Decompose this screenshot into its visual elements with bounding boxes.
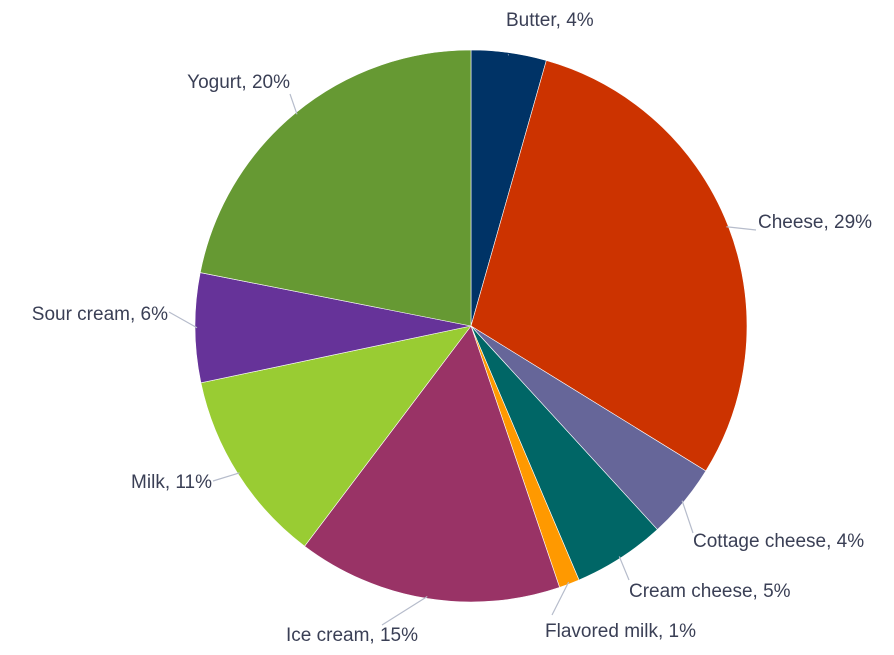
leader-line-cream-cheese bbox=[619, 556, 629, 580]
leader-line-milk bbox=[213, 473, 240, 481]
leader-line-cheese bbox=[726, 227, 756, 230]
leader-line-cottage-cheese bbox=[682, 501, 693, 533]
slice-label-milk: Milk, 11% bbox=[131, 472, 212, 493]
slice-label-butter: Butter, 4% bbox=[506, 10, 594, 31]
leader-line-sour-cream bbox=[169, 312, 197, 328]
slice-label-flavored-milk: Flavored milk, 1% bbox=[545, 621, 696, 642]
slice-label-sour-cream: Sour cream, 6% bbox=[32, 304, 168, 325]
leader-line-ice-cream bbox=[382, 596, 427, 625]
pie-slices bbox=[195, 50, 747, 602]
leader-line-yogurt bbox=[290, 94, 297, 114]
slice-label-cottage-cheese: Cottage cheese, 4% bbox=[693, 531, 864, 552]
slice-label-cream-cheese: Cream cheese, 5% bbox=[629, 581, 791, 602]
slice-label-ice-cream: Ice cream, 15% bbox=[286, 625, 418, 646]
slice-label-cheese: Cheese, 29% bbox=[758, 212, 872, 233]
slice-label-yogurt: Yogurt, 20% bbox=[187, 72, 290, 93]
